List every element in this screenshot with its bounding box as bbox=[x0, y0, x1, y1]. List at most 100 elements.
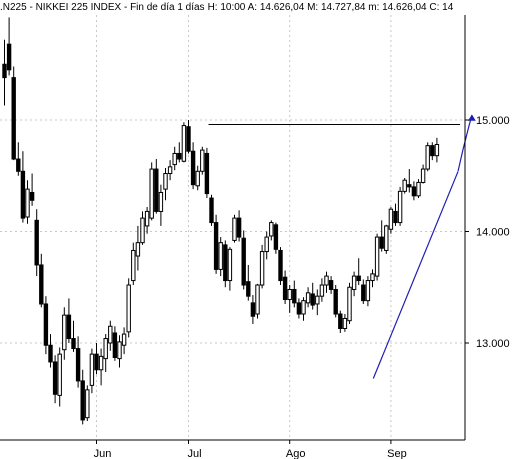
candle bbox=[250, 295, 256, 325]
candle-body-down bbox=[361, 284, 366, 302]
candle-body-up bbox=[397, 190, 403, 224]
candle-body-up bbox=[158, 191, 164, 212]
candle-body-up bbox=[232, 217, 237, 241]
candle bbox=[204, 147, 210, 199]
candle bbox=[407, 169, 412, 193]
candle-body-down bbox=[430, 145, 435, 157]
candle bbox=[347, 282, 352, 325]
candle-body-down bbox=[43, 303, 49, 346]
candle-body-down bbox=[75, 348, 81, 382]
candle-body-up bbox=[416, 181, 421, 197]
candle bbox=[181, 122, 187, 163]
candle bbox=[186, 120, 191, 154]
candle bbox=[108, 320, 113, 351]
candle-body-up bbox=[388, 208, 394, 230]
candle-body-up bbox=[227, 248, 233, 282]
candle-body-down bbox=[204, 152, 210, 195]
candle-body-up bbox=[140, 217, 145, 244]
candle bbox=[85, 385, 90, 422]
header-quote: H: 10:00 A: 14.626,04 M: 14.727,84 m: 14… bbox=[208, 2, 454, 13]
candle-body-up bbox=[103, 338, 108, 360]
candle bbox=[2, 39, 7, 106]
candle bbox=[112, 326, 118, 361]
candle-body-down bbox=[411, 186, 417, 197]
chart-header-text: .N225 - NIKKEI 225 INDEX - Fin de día 1 … bbox=[0, 2, 454, 13]
candle bbox=[121, 327, 127, 355]
candle-body-up bbox=[131, 249, 136, 282]
y-tick-label: 13.000 bbox=[476, 338, 510, 350]
candle bbox=[52, 355, 58, 404]
candle-body-up bbox=[218, 242, 223, 270]
candle-body-up bbox=[200, 149, 205, 172]
candle bbox=[66, 298, 72, 343]
candle bbox=[374, 233, 380, 281]
candle bbox=[103, 334, 108, 372]
candle bbox=[57, 347, 62, 407]
candle bbox=[328, 276, 334, 294]
candle-body-down bbox=[338, 313, 343, 330]
candle-body-up bbox=[167, 166, 173, 175]
candle-body-up bbox=[181, 125, 187, 162]
candle-body-up bbox=[434, 144, 440, 157]
candle bbox=[379, 220, 384, 252]
candle-body-up bbox=[374, 236, 380, 277]
candle bbox=[259, 244, 265, 289]
candle bbox=[39, 253, 44, 308]
candle bbox=[356, 258, 361, 286]
candle-body-up bbox=[301, 300, 306, 315]
candle-body-down bbox=[94, 353, 99, 371]
uptrend-line bbox=[372, 171, 459, 379]
candle-body-up bbox=[370, 273, 375, 282]
candle-body-up bbox=[89, 353, 95, 386]
candle bbox=[11, 66, 16, 161]
header-sep-1: - bbox=[27, 2, 36, 13]
candle bbox=[200, 146, 205, 175]
candle bbox=[89, 348, 95, 394]
candle-body-down bbox=[273, 224, 279, 250]
candle-body-up bbox=[62, 314, 67, 351]
candle-body-down bbox=[52, 361, 58, 395]
candle-body-down bbox=[209, 197, 214, 224]
candle-body-down bbox=[328, 280, 334, 290]
candle bbox=[420, 164, 426, 184]
candle-body-down bbox=[16, 158, 21, 172]
candle bbox=[319, 278, 325, 302]
candle-body-up bbox=[172, 152, 177, 166]
candle bbox=[34, 209, 39, 277]
candle bbox=[342, 314, 348, 332]
candle bbox=[365, 276, 371, 307]
candle bbox=[223, 240, 228, 288]
candle bbox=[425, 142, 430, 172]
header-background bbox=[0, 0, 515, 14]
candle-body-up bbox=[315, 295, 320, 305]
grid bbox=[0, 8, 465, 440]
candle bbox=[163, 167, 168, 201]
candle-body-down bbox=[66, 314, 72, 340]
candle bbox=[411, 181, 417, 201]
candle bbox=[287, 285, 292, 313]
candle bbox=[434, 137, 440, 163]
candle bbox=[227, 247, 233, 291]
candle bbox=[71, 320, 76, 352]
candle-body-up bbox=[425, 145, 430, 170]
candle bbox=[75, 336, 81, 388]
candle-body-down bbox=[190, 150, 196, 186]
candle-body-up bbox=[287, 288, 292, 301]
candle-body-down bbox=[310, 293, 315, 306]
candle bbox=[236, 210, 242, 242]
candle bbox=[264, 231, 269, 260]
candle bbox=[370, 269, 375, 288]
candle-body-up bbox=[195, 170, 200, 187]
x-tick-label: Sep bbox=[387, 448, 407, 459]
candle bbox=[6, 17, 12, 76]
x-tick-label: Ago bbox=[286, 448, 306, 459]
candle-body-up bbox=[269, 222, 274, 237]
candle bbox=[131, 242, 136, 286]
candle-body-up bbox=[25, 188, 30, 218]
header-name: NIKKEI 225 INDEX bbox=[36, 2, 122, 13]
candle-body-down bbox=[2, 63, 7, 79]
candle-body-up bbox=[365, 280, 371, 302]
y-tick-label: 15.000 bbox=[476, 115, 510, 127]
candle-body-down bbox=[296, 302, 302, 315]
candle bbox=[402, 177, 407, 194]
